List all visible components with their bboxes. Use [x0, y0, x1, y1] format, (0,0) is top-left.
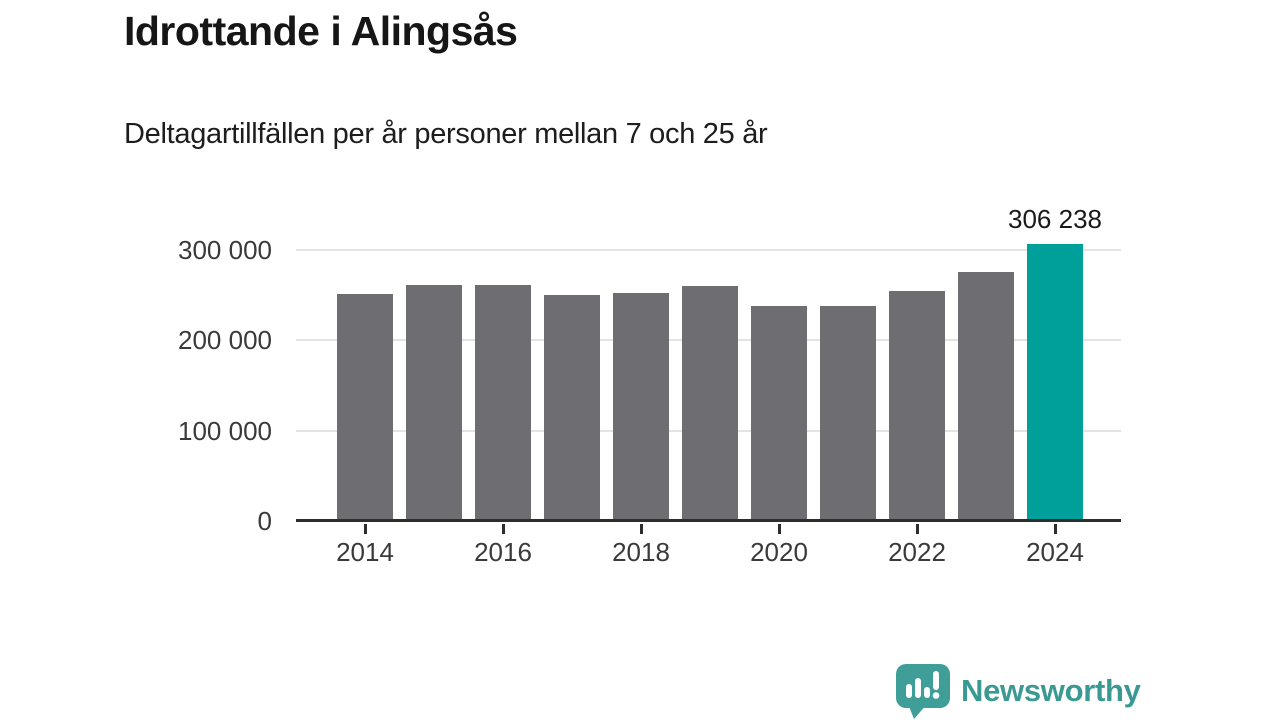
x-tick-label: 2018 [612, 537, 670, 567]
bar-2016 [475, 285, 531, 521]
bar-2020 [751, 306, 807, 521]
newsworthy-logo-icon [896, 664, 950, 719]
bar-2014 [337, 293, 393, 521]
x-tick [1053, 524, 1057, 534]
x-tick-label: 2022 [888, 537, 946, 567]
plot-area: 2014 2016 2018 2020 2022 2024 306 238 [296, 200, 1121, 567]
x-tick [915, 524, 919, 534]
bar-2015 [406, 284, 462, 521]
bar-value-label: 306 238 [1008, 204, 1102, 235]
x-tick [363, 524, 367, 534]
x-tick [639, 524, 643, 534]
brand-footer: Newsworthy [895, 662, 1141, 719]
brand-name: Newsworthy [961, 672, 1141, 708]
chart-subtitle: Deltagartillfällen per år personer mella… [124, 118, 768, 150]
x-tick-label: 2014 [336, 537, 394, 567]
x-tick-label: 2020 [750, 537, 808, 567]
bar-2018 [613, 292, 669, 521]
x-axis-line [296, 519, 1121, 522]
bar-2024 [1027, 244, 1083, 521]
page-title: Idrottande i Alingsås [124, 8, 518, 54]
bar-2017 [544, 294, 600, 521]
y-tick-label: 200 000 [178, 325, 272, 356]
x-tick-label: 2016 [474, 537, 532, 567]
bar-2019 [682, 286, 738, 521]
x-tick-label: 2024 [1026, 537, 1084, 567]
x-tick [501, 524, 505, 534]
x-tick [777, 524, 781, 534]
bar-2021 [820, 306, 876, 521]
y-tick-label: 100 000 [178, 415, 272, 446]
bar-2022 [889, 290, 945, 521]
gridline [296, 249, 1121, 251]
y-tick-label: 0 [257, 506, 272, 536]
y-tick-label: 300 000 [178, 235, 272, 265]
bar-2023 [958, 272, 1014, 521]
